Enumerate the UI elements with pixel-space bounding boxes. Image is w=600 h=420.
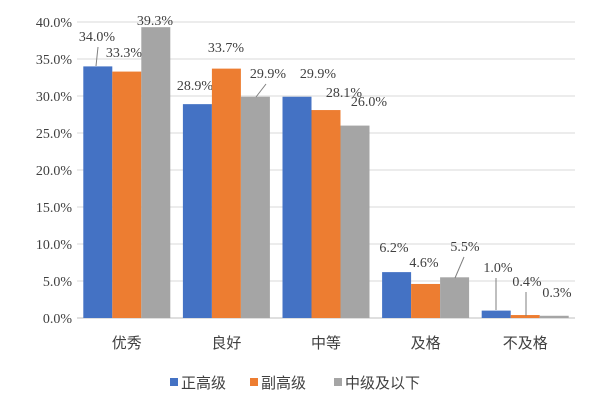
legend-label: 中级及以下 (345, 375, 420, 392)
legend-label: 正高级 (181, 375, 226, 392)
bar-1-4 (510, 315, 540, 318)
y-tick-label: 20.0% (36, 164, 73, 179)
bar-0-2 (282, 96, 312, 319)
y-tick-label: 30.0% (36, 90, 73, 105)
data-label: 0.4% (512, 275, 542, 290)
y-tick-label: 25.0% (36, 127, 73, 142)
data-label: 26.0% (351, 95, 388, 110)
x-category-label: 优秀 (112, 335, 142, 352)
data-label: 1.0% (483, 261, 513, 276)
y-tick-label: 40.0% (36, 16, 73, 31)
legend-label: 副高级 (261, 375, 306, 392)
bar-1-0 (112, 71, 142, 318)
data-label: 28.9% (177, 79, 214, 94)
bar-0-1 (182, 104, 212, 318)
data-label: 6.2% (379, 241, 409, 256)
data-label: 34.0% (79, 30, 116, 45)
data-label: 29.9% (300, 67, 337, 82)
bar-2-1 (240, 96, 270, 319)
bar-1-2 (311, 110, 341, 318)
y-tick-label: 5.0% (43, 275, 73, 290)
leader-line (454, 256, 465, 279)
bar-0-0 (83, 66, 113, 319)
bar-1-1 (211, 68, 241, 319)
legend-swatch (334, 378, 342, 386)
data-label: 28.1% (326, 86, 363, 101)
x-category-label: 不及格 (503, 335, 548, 352)
x-category-label: 及格 (411, 335, 441, 352)
y-tick-label: 15.0% (36, 201, 73, 216)
data-label: 5.5% (450, 240, 480, 255)
x-category-label: 良好 (211, 335, 241, 352)
data-label: 39.3% (137, 14, 174, 29)
leader-line (95, 46, 99, 67)
data-label: 29.9% (250, 67, 287, 82)
y-tick-label: 0.0% (43, 312, 73, 327)
y-tick-label: 10.0% (36, 238, 73, 253)
data-label: 4.6% (409, 256, 439, 271)
data-label: 0.3% (542, 286, 572, 301)
y-tick-label: 35.0% (36, 53, 73, 68)
bar-2-3 (440, 277, 470, 318)
bar-0-4 (481, 310, 511, 318)
legend-swatch (170, 378, 178, 386)
leader-line (255, 83, 267, 98)
data-label: 33.3% (106, 46, 143, 61)
bar-2-4 (539, 315, 569, 318)
bar-2-2 (340, 125, 370, 318)
bar-2-0 (141, 27, 171, 319)
bar-1-3 (411, 283, 441, 318)
data-label: 33.7% (208, 41, 245, 56)
x-category-label: 中等 (311, 334, 341, 352)
bar-0-3 (382, 272, 412, 318)
legend-swatch (250, 378, 258, 386)
